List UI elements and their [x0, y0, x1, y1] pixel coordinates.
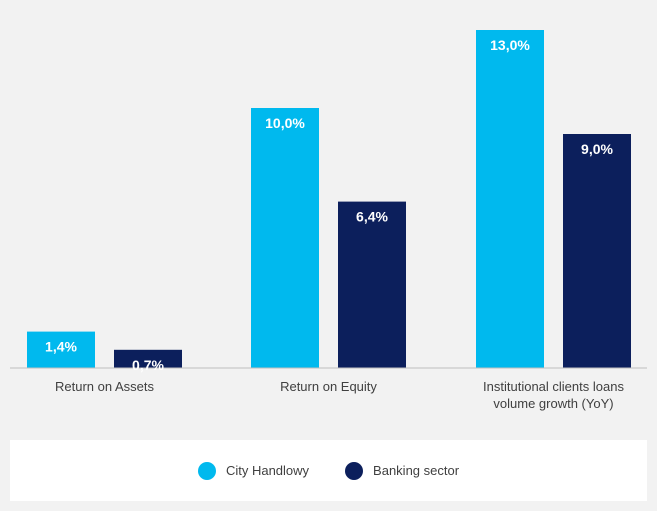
data-label-city-handlowy-3: 13,0% — [490, 37, 530, 53]
bar-city-handlowy-2 — [251, 108, 319, 368]
bars-layer — [27, 30, 631, 368]
data-label-city-handlowy-2: 10,0% — [265, 115, 305, 131]
category-label-line: volume growth (YoY) — [493, 396, 613, 411]
bar-city-handlowy-3 — [476, 30, 544, 368]
category-label-2: Return on Equity — [280, 379, 377, 394]
data-label-banking-sector-1: 0,7% — [132, 357, 164, 373]
legend-item-banking-sector: Banking sector — [345, 461, 460, 480]
category-label-line: Institutional clients loans — [483, 379, 624, 394]
category-label-1: Return on Assets — [55, 379, 154, 394]
data-label-banking-sector-2: 6,4% — [356, 209, 388, 225]
bar-banking-sector-3 — [563, 134, 631, 368]
category-label-line: Return on Equity — [280, 379, 377, 394]
bar-city-handlowy-1 — [27, 331, 95, 368]
legend-item-city-handlowy: City Handlowy — [197, 461, 310, 480]
bar-banking-sector-1 — [114, 349, 182, 368]
labels-layer: 1,4% 10,0% 13,0% 0,7% 6,4% 9,0% Return on Asse… — [45, 37, 624, 411]
data-label-banking-sector-3: 9,0% — [581, 141, 613, 157]
data-label-city-handlowy-1: 1,4% — [45, 339, 77, 355]
legend: City Handlowy Banking sector — [10, 440, 647, 501]
legend-label-city-handlowy: City Handlowy — [225, 463, 310, 478]
legend-label-banking-sector: Banking sector — [373, 463, 460, 478]
bar-banking-sector-2 — [338, 201, 406, 368]
legend-swatch-city-handlowy — [197, 461, 216, 480]
bar-chart: 1,4% 10,0% 13,0% 0,7% 6,4% 9,0% Return on Asse… — [10, 30, 647, 411]
legend-swatch-banking-sector — [345, 461, 364, 480]
category-label-3: Institutional clients loans volume growth… — [483, 379, 624, 411]
category-label-line: Return on Assets — [55, 379, 154, 394]
